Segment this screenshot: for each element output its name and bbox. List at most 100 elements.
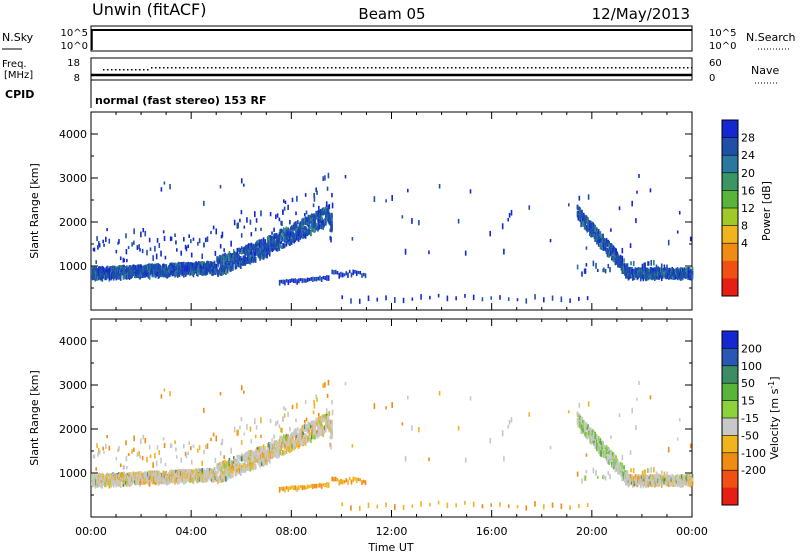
power-cell [105,266,108,273]
power-cell [99,269,102,275]
freq-trace-dot [127,69,129,71]
velocity-cell [206,471,209,475]
power-cell [171,263,174,269]
power-cell [626,268,629,274]
power-cell [240,233,243,238]
power-cell [610,250,612,256]
velocity-cell [138,471,140,476]
power-cell [420,294,422,300]
velocity-cell [297,437,300,442]
velocity-cell [299,436,302,440]
power-cell [645,268,647,272]
velocity-cell [298,429,301,436]
colorbar-tick-label: 20 [741,167,755,180]
power-cell [188,267,190,273]
power-cell [148,268,151,273]
velocity-cell [247,451,249,456]
velocity-cell [124,481,126,487]
power-cell [657,270,660,276]
power-cell [141,273,144,279]
velocity-cell [235,461,238,466]
freq-trace-dot [563,67,565,69]
velocity-cell [141,475,144,481]
velocity-cell [328,426,331,431]
velocity-cell [209,470,211,476]
power-cell [104,274,106,281]
power-cell [197,262,199,267]
velocity-cell [232,467,234,474]
power-cell [310,213,313,217]
power-cell [260,250,262,256]
velocity-cell [170,443,173,448]
power-cell [241,249,244,254]
power-cell [216,256,218,260]
power-cell [151,268,154,273]
power-cell [618,206,621,211]
power-cell [576,204,579,210]
velocity-cell [275,454,278,458]
power-cell [297,232,300,237]
velocity-cell [234,460,237,467]
power-cell [312,218,315,222]
velocity-cell [156,474,159,480]
velocity-cell [111,473,113,480]
power-cell [293,233,296,238]
power-cell [320,276,323,282]
power-cell [642,275,645,282]
power-cell [99,266,102,271]
power-cell [687,267,689,271]
power-cell [127,246,130,250]
power-cell [250,251,253,256]
velocity-cell [181,476,183,482]
power-cell [205,267,208,272]
power-cell [223,248,225,252]
velocity-cell [109,473,112,477]
velocity-cell [285,439,288,444]
power-cell [304,216,307,221]
velocity-cell [177,473,180,479]
freq-trace-dot [275,67,277,69]
velocity-cell [222,476,225,483]
power-cell [617,257,619,264]
power-cell [625,267,627,273]
velocity-cell [258,452,261,456]
power-cell [142,272,145,277]
velocity-cell [282,449,284,455]
power-cell [254,257,257,261]
power-cell [691,267,694,272]
velocity-cell [185,473,188,477]
power-cell [637,267,639,272]
power-cell [98,274,100,280]
velocity-cell [202,469,204,474]
velocity-cell [224,459,226,466]
velocity-cell [239,463,241,468]
freq-trace-dot [679,67,681,69]
velocity-cell [308,424,310,429]
power-cell [108,238,111,244]
colorbar-tick-label: 16 [741,184,755,197]
power-cell [508,212,511,218]
velocity-cell [91,475,94,481]
power-cell [143,265,146,271]
power-cell [209,263,211,269]
power-cell [681,268,684,273]
velocity-cell [179,469,182,474]
power-cell [146,269,148,273]
freq-trace-dot [263,67,265,69]
freq-trace-dot [551,67,553,69]
power-cell [577,215,580,221]
velocity-cell [260,449,262,455]
power-cell [296,228,299,232]
power-cell [128,274,131,278]
power-cell [278,232,281,236]
nsky-trace [91,29,692,50]
power-cell [156,270,159,277]
power-cell [612,245,615,251]
velocity-cell [214,472,217,477]
velocity-cell [98,473,100,478]
velocity-cell [249,453,252,457]
power-cell [656,269,659,275]
velocity-cell [238,464,240,469]
velocity-cell [98,475,101,481]
